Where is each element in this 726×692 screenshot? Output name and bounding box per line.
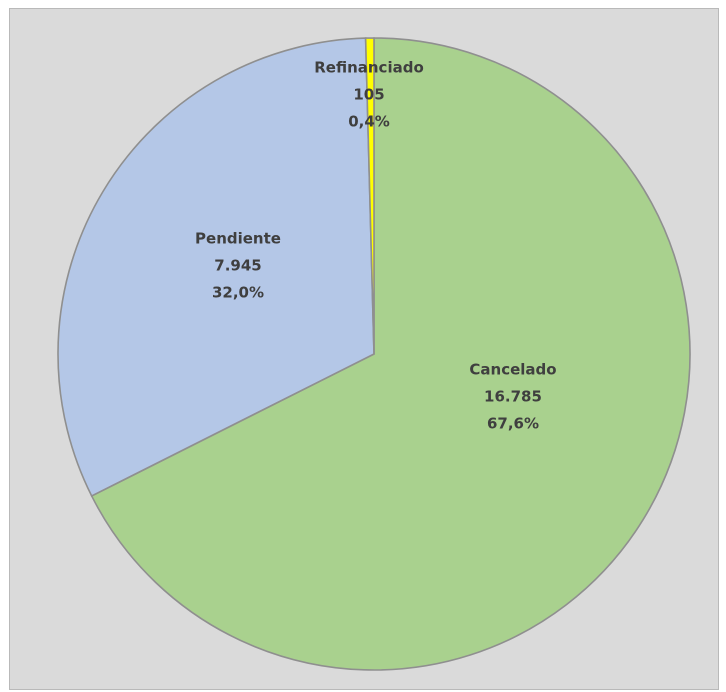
data-label-cancelado-percent: 67,6%: [487, 415, 539, 433]
data-label-cancelado-name: Cancelado: [469, 361, 556, 379]
pie-slice-refinanciado: [364, 37, 375, 355]
pie-slice-cancelado: [90, 37, 691, 671]
data-label-refinanciado-percent: 0,4%: [348, 113, 390, 131]
data-label-pendiente-name: Pendiente: [195, 230, 281, 248]
data-label-cancelado-value: 16.785: [484, 388, 542, 406]
data-label-pendiente-percent: 32,0%: [212, 284, 264, 302]
pie-slice-pendiente: [57, 37, 375, 498]
data-label-pendiente-value: 7.945: [214, 257, 261, 275]
data-labels: Cancelado 16.785 67,6% Pendiente 7.945 32,0% R…: [195, 59, 557, 433]
data-label-refinanciado-value: 105: [353, 86, 384, 104]
data-label-refinanciado-name: Refinanciado: [314, 59, 424, 77]
pie-slices: [57, 37, 691, 671]
